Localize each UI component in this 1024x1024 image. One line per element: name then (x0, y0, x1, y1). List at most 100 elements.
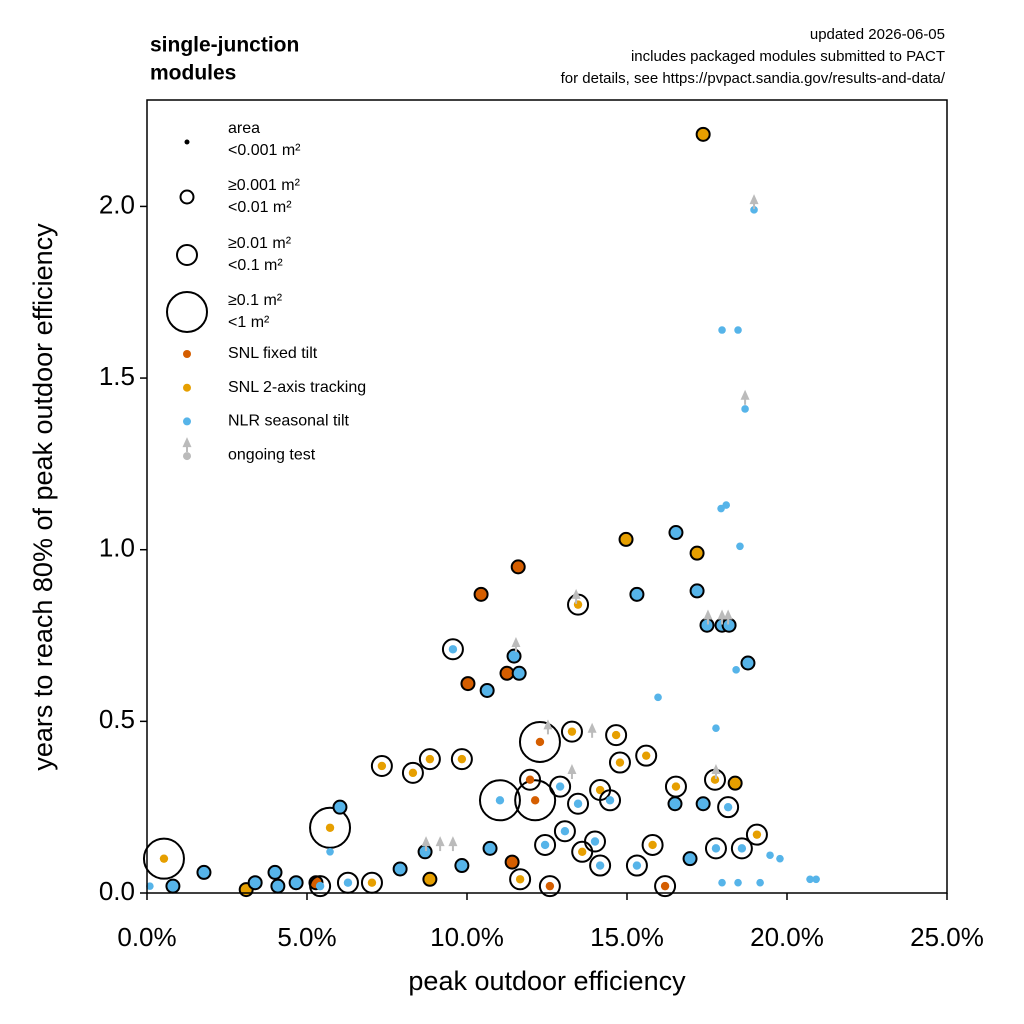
point (401, 761, 424, 784)
point (392, 861, 408, 877)
ring (553, 820, 576, 843)
arrow-head (448, 836, 458, 847)
arrow-head (749, 194, 759, 205)
point (736, 542, 744, 551)
legend-label: NLR seasonal tilt (228, 413, 350, 430)
point (509, 868, 532, 891)
ongoing-arrow (571, 588, 581, 604)
ring (538, 875, 561, 898)
x-axis-title: peak outdoor efficiency (408, 966, 686, 996)
point (599, 789, 622, 812)
ring (560, 720, 583, 743)
point (370, 754, 393, 777)
ring (589, 854, 612, 877)
dot (479, 682, 495, 698)
ring (654, 875, 677, 898)
ring (309, 875, 332, 898)
ring (519, 768, 542, 791)
y-axis-title: years to reach 80% of peak outdoor effic… (28, 223, 58, 771)
point (460, 676, 476, 692)
dot (750, 206, 758, 214)
ring (745, 823, 768, 846)
point (504, 854, 520, 870)
dot (734, 878, 742, 887)
point (422, 871, 438, 887)
x-tick-label: 15.0% (590, 922, 664, 952)
arrow-head (717, 609, 727, 620)
point (654, 875, 677, 898)
legend-ring (176, 244, 198, 266)
dot (732, 666, 740, 674)
dot (712, 724, 720, 733)
legend-dot (183, 417, 191, 426)
point (734, 878, 742, 887)
ring (567, 792, 590, 815)
point (732, 666, 740, 674)
point (776, 854, 784, 863)
dot (711, 844, 721, 853)
dot (270, 878, 286, 894)
dot (718, 326, 726, 334)
y-tick-label: 1.0 (99, 533, 135, 563)
dot (315, 881, 325, 891)
legend-dot (183, 452, 191, 461)
legend-label: <0.1 m² (228, 257, 283, 274)
dot (740, 655, 756, 671)
dot (165, 878, 181, 894)
point (589, 854, 612, 877)
arrow-head (511, 636, 521, 647)
legend-dot (183, 383, 191, 392)
point (326, 848, 334, 856)
arrow-head (421, 836, 431, 847)
ring (704, 837, 727, 860)
dot (392, 861, 408, 877)
ongoing-arrow (711, 763, 721, 779)
point (473, 586, 489, 602)
point (560, 720, 583, 743)
ring (730, 837, 753, 860)
dot (671, 782, 681, 791)
dot (668, 525, 684, 541)
dot (756, 878, 764, 887)
point (635, 744, 658, 767)
dot (727, 775, 743, 791)
dot (615, 758, 625, 767)
x-tick-label: 20.0% (750, 922, 824, 952)
ring (625, 854, 648, 877)
dot (555, 782, 565, 791)
point (618, 531, 634, 547)
arrow-head (740, 389, 750, 400)
x-tick-label: 0.0% (117, 922, 176, 952)
dot (611, 730, 621, 740)
ring (717, 796, 740, 819)
point (441, 638, 464, 661)
plot-frame (146, 99, 948, 894)
dot (545, 881, 555, 891)
point (510, 559, 526, 575)
point (745, 823, 768, 846)
dot (288, 875, 304, 891)
point (812, 875, 820, 884)
dot (560, 827, 570, 836)
dot (535, 737, 545, 747)
ring (518, 720, 561, 763)
point (270, 878, 286, 894)
point (553, 820, 576, 843)
arrow-head (567, 763, 577, 774)
ring (534, 833, 557, 856)
point (418, 748, 441, 771)
ongoing-arrow (587, 722, 597, 738)
ring (641, 833, 664, 856)
arrow-head (435, 836, 445, 847)
point (506, 648, 522, 664)
ring (514, 779, 557, 822)
legend-title: area (228, 120, 260, 137)
ring (418, 748, 441, 771)
dot (605, 796, 615, 805)
dot (766, 851, 774, 860)
dot (717, 504, 725, 513)
legend-ring (179, 189, 195, 205)
arrow-head (723, 609, 733, 620)
ring (635, 744, 658, 767)
dot (741, 405, 749, 413)
